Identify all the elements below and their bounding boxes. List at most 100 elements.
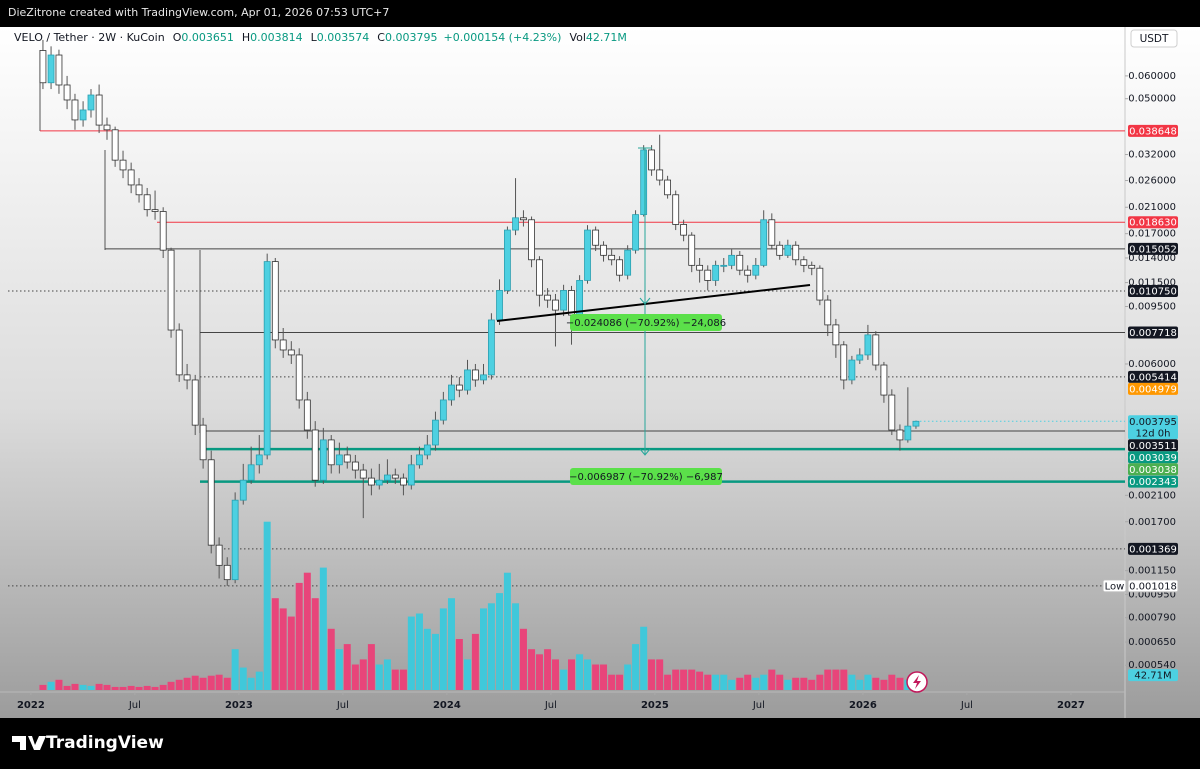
- candle-body: [744, 269, 752, 276]
- currency-box[interactable]: [1130, 29, 1178, 48]
- price-badge: [1128, 326, 1178, 339]
- candle-body: [279, 339, 287, 351]
- candle-body: [287, 349, 295, 356]
- volume-bar: [215, 674, 223, 690]
- legend-key: Vol: [569, 31, 585, 44]
- trendline[interactable]: [496, 284, 811, 322]
- price-badge: [1128, 370, 1178, 383]
- y-tick-label: 0.000650: [1128, 637, 1176, 648]
- volume-bar: [455, 639, 463, 690]
- volume-bar: [271, 598, 279, 690]
- candle-body: [263, 261, 271, 456]
- volume-bar: [824, 669, 832, 690]
- x-tick-label: Jul: [960, 700, 973, 711]
- price-badge: [1128, 475, 1178, 488]
- legend-key: H: [242, 31, 250, 44]
- candle-body: [776, 244, 784, 256]
- candle-body: [63, 84, 71, 101]
- volume-bar: [512, 603, 520, 690]
- volume-bar: [423, 628, 431, 690]
- candle-body: [768, 219, 776, 246]
- volume-bar: [39, 684, 47, 690]
- volume-bar: [768, 669, 776, 690]
- volume-bar: [383, 659, 391, 690]
- candle-body: [319, 439, 327, 481]
- x-tick-label: Jul: [128, 700, 141, 711]
- volume-bar: [431, 633, 439, 690]
- y-tick-label: 0.006000: [1128, 359, 1176, 370]
- candle-body: [528, 219, 535, 261]
- x-tick-label: 2025: [641, 700, 669, 711]
- volume-bar: [127, 685, 135, 690]
- measure-box[interactable]: [570, 468, 722, 485]
- volume-bar: [287, 616, 295, 690]
- volume-bar: [624, 664, 632, 690]
- candle-body: [71, 99, 79, 121]
- volume-bar: [856, 679, 864, 690]
- volume-bar: [303, 572, 311, 690]
- volume-bar: [872, 677, 880, 690]
- volume-bar: [191, 675, 199, 690]
- price-badge-label: 0.002343: [1129, 477, 1177, 488]
- y-tick-label: 0.000790: [1128, 613, 1176, 624]
- price-badge: [1128, 415, 1178, 440]
- price-badge: [1128, 242, 1178, 255]
- measure-ticks: [638, 147, 652, 456]
- price-badge-label: 0.003795: [1129, 417, 1177, 428]
- volume-bar: [800, 677, 808, 690]
- price-badge: [1128, 439, 1178, 452]
- volume-bar: [447, 598, 455, 690]
- volume-bar: [391, 669, 399, 690]
- price-badge-label: 0.005414: [1129, 372, 1177, 383]
- candle-body: [175, 329, 183, 376]
- volume-bar: [159, 684, 167, 690]
- candle-body: [544, 294, 551, 301]
- legend-key: L: [311, 31, 318, 44]
- candle-body: [39, 50, 47, 84]
- price-badge: [1127, 579, 1179, 593]
- price-badge-label: 0.001369: [1129, 544, 1177, 555]
- y-tick-label: 0.002100: [1128, 490, 1176, 501]
- volume-bar: [528, 649, 536, 690]
- volume-bar: [632, 644, 640, 690]
- candle-body: [800, 259, 808, 266]
- candle-body: [760, 219, 768, 266]
- legend-value: 0.003814: [250, 31, 303, 44]
- candle-body: [351, 461, 359, 471]
- candle-body: [407, 464, 415, 486]
- candle-body: [640, 149, 648, 216]
- candle-body: [111, 129, 119, 161]
- volume-bar: [367, 644, 375, 690]
- brand: TradingView: [46, 733, 164, 753]
- price-badge: [1128, 669, 1178, 682]
- candle-body: [904, 425, 912, 441]
- candle-body: [504, 229, 511, 291]
- x-tick-label: 2023: [225, 700, 253, 711]
- candle-body: [736, 254, 744, 271]
- candle-body: [416, 454, 423, 466]
- candle-body: [207, 459, 215, 546]
- legend-value: 0.003795: [385, 31, 438, 44]
- volume-bar: [55, 679, 63, 690]
- y-tick-label: 0.009500: [1128, 301, 1176, 312]
- volume-bar: [167, 681, 175, 690]
- volume-bar: [535, 654, 543, 690]
- candle-body: [127, 169, 135, 186]
- candle-body: [95, 94, 103, 126]
- measure-box[interactable]: [570, 314, 722, 331]
- candle-body: [560, 290, 567, 311]
- volume-bar: [680, 669, 688, 690]
- candle-body: [391, 474, 399, 479]
- y-tick-label: 0.001700: [1128, 517, 1176, 528]
- legend-key: O: [173, 31, 182, 44]
- volume-bar: [103, 684, 111, 690]
- y-tick-label: 0.000950: [1128, 590, 1176, 601]
- footer-bar: [0, 718, 1200, 769]
- volume-bar: [864, 674, 872, 690]
- x-tick-label: Jul: [544, 700, 557, 711]
- candle-body: [119, 159, 127, 171]
- price-badge-label: 0.003511: [1129, 441, 1177, 452]
- volume-bar: [760, 674, 768, 690]
- candle-body: [488, 319, 495, 376]
- volume-bar: [239, 667, 247, 690]
